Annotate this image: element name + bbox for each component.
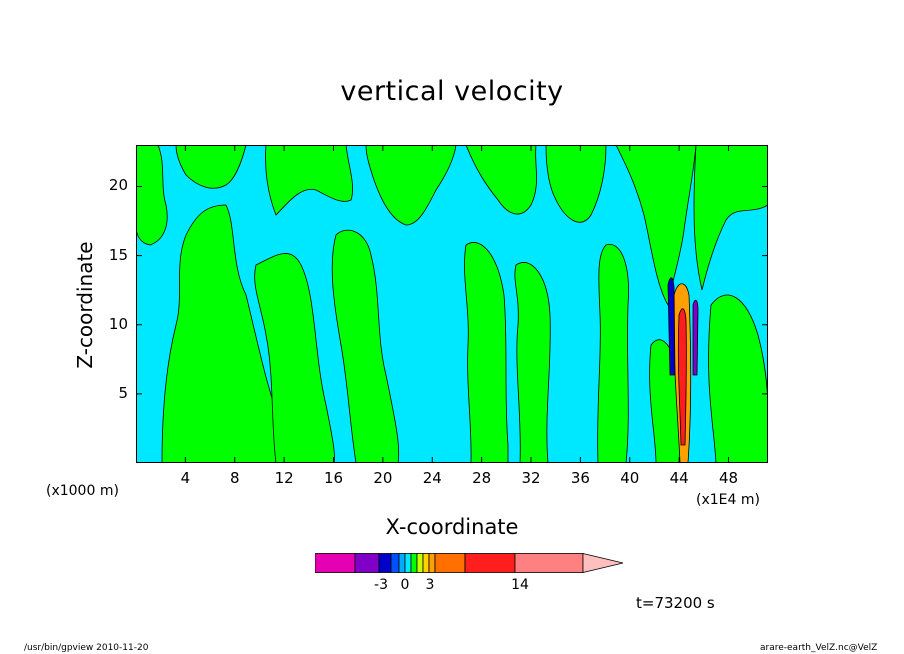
colorbar-tick-label: 3: [425, 577, 435, 593]
x-tick-label: 24: [422, 469, 442, 487]
y-axis-label: Z-coordinate: [73, 241, 97, 369]
x-tick-label: 8: [229, 469, 240, 487]
colorbar-segment: [315, 553, 356, 573]
convective-core: [677, 308, 687, 446]
colorbar-segment: [428, 553, 436, 573]
colorbar-segment: [404, 553, 412, 573]
y-tick-label: 15: [108, 245, 128, 264]
x-tick-label: 48: [718, 469, 739, 487]
positive-region: [514, 262, 551, 463]
y-tick-label: 5: [118, 383, 128, 402]
positive-region: [615, 145, 697, 307]
colorbar-segment: [434, 553, 466, 573]
y-tick-label: 10: [108, 314, 128, 333]
positive-region: [136, 145, 168, 246]
x-tick-label: 32: [521, 469, 541, 487]
footer-right: arare-earth_VelZ.nc@VelZ: [760, 643, 878, 653]
colorbar-segment: [422, 553, 430, 573]
positive-region: [693, 145, 768, 291]
contour-plot: [136, 145, 768, 463]
x-tick-label: 20: [373, 469, 393, 487]
x-tick-label: 36: [570, 469, 590, 487]
x-tick-label: 12: [274, 469, 294, 487]
positive-region: [265, 145, 354, 216]
x-axis-label: X-coordinate: [385, 515, 519, 539]
positive-region: [465, 145, 537, 215]
downdraft-core: [667, 277, 676, 376]
time-label: t=73200 s: [636, 594, 715, 612]
positive-region: [331, 229, 400, 463]
x-tick-label: 4: [180, 469, 191, 487]
colorbar: [315, 553, 624, 574]
colorbar-tick-label: 0: [400, 577, 410, 593]
colorbar-tick-label: 14: [511, 577, 529, 593]
x-tick-label: 44: [669, 469, 689, 487]
positive-region: [464, 242, 509, 463]
colorbar-tick-label: -3: [374, 577, 388, 593]
x-tick-label: 28: [472, 469, 492, 487]
positive-region: [545, 145, 607, 223]
colorbar-segment: [464, 553, 516, 573]
chart-title: vertical velocity: [340, 76, 564, 107]
x-tick-label: 40: [620, 469, 640, 487]
colorbar-segment: [416, 553, 424, 573]
colorbar-segment: [378, 553, 392, 573]
colorbar-segment: [390, 553, 400, 573]
positive-region: [254, 253, 335, 463]
footer-left: /usr/bin/gpview 2010-11-20: [24, 643, 149, 653]
colorbar-segment: [514, 553, 584, 573]
x-axis-unit-left: (x1000 m): [46, 483, 119, 499]
colorbar-segment: [410, 553, 418, 573]
colorbar-segment: [398, 553, 406, 573]
plot-frame: [136, 145, 768, 463]
colorbar-extension: [582, 553, 624, 574]
positive-region: [597, 243, 629, 463]
positive-region: [365, 145, 457, 226]
colorbar-segment: [354, 553, 380, 573]
downdraft-core: [692, 299, 699, 376]
positive-region: [175, 145, 247, 189]
x-tick-label: 16: [323, 469, 344, 487]
x-axis-unit-right: (x1E4 m): [696, 492, 760, 508]
y-tick-label: 20: [108, 176, 128, 195]
